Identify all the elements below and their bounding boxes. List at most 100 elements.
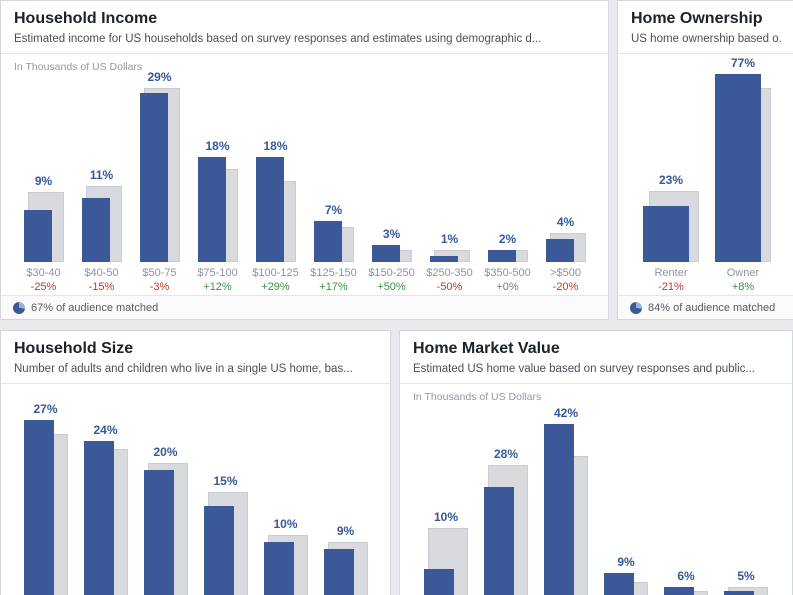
change-label: -15%: [88, 281, 115, 293]
change-label: -3%: [149, 281, 170, 293]
change-label: +29%: [261, 281, 290, 293]
bar-value-label: 4%: [556, 215, 575, 229]
category-label: $125-150: [310, 267, 357, 279]
category-label: >$500: [550, 267, 581, 279]
audience-bar[interactable]: [197, 157, 226, 262]
audience-bar[interactable]: [544, 424, 574, 595]
audience-bar[interactable]: [313, 221, 342, 262]
audience-bar[interactable]: [81, 198, 110, 262]
panel-title: Home Market Value: [413, 340, 560, 357]
change-label: -21%: [658, 281, 684, 293]
bar-value-label: 18%: [263, 139, 288, 153]
change-label: +12%: [203, 281, 232, 293]
chart-category-slot: 10%: [416, 406, 476, 595]
bar-value-label: 15%: [213, 474, 238, 488]
audience-bar[interactable]: [203, 506, 234, 595]
category-label: $150-250: [368, 267, 415, 279]
category-label: Renter: [654, 267, 688, 279]
change-label: +0%: [496, 281, 519, 293]
chart-category-slot: 3% $150-250 +50%: [363, 76, 421, 297]
audience-bar[interactable]: [263, 542, 294, 595]
audience-bar[interactable]: [23, 420, 54, 595]
panel-home-ownership: Home Ownership US home ownership based o…: [617, 0, 793, 320]
audience-matched-footer: 67% of audience matched: [1, 295, 608, 319]
audience-bar[interactable]: [604, 573, 634, 595]
chart-category-slot: 2% $350-500 +0%: [479, 76, 537, 297]
panel-title: Home Ownership: [631, 10, 763, 27]
audience-bar[interactable]: [484, 487, 514, 595]
chart-category-slot: 1% $250-350 -50%: [421, 76, 479, 297]
panel-title: Household Size: [14, 340, 134, 357]
category-label: $75-100: [197, 267, 238, 279]
bar-value-label: 77%: [730, 56, 756, 70]
panel-header: Household Size Number of adults and chil…: [1, 331, 390, 383]
axis-note: In Thousands of US Dollars: [413, 391, 542, 403]
bar-value-label: 18%: [205, 139, 230, 153]
bar-value-label: 11%: [89, 168, 114, 182]
panel-subtitle: Estimated income for US households based…: [14, 33, 542, 45]
bar-value-label: 9%: [617, 555, 635, 569]
panel-household-income: Household Income Estimated income for US…: [0, 0, 609, 320]
bar-value-label: 10%: [273, 517, 298, 531]
audience-matched-footer: 84% of audience matched: [618, 295, 793, 319]
audience-bar[interactable]: [255, 157, 284, 262]
panel-header: Household Income Estimated income for US…: [1, 1, 608, 53]
bar-value-label: 42%: [553, 406, 579, 420]
change-label: +8%: [731, 281, 755, 293]
audience-bar[interactable]: [139, 93, 168, 262]
audience-bar[interactable]: [23, 210, 52, 262]
audience-bar[interactable]: [643, 206, 689, 262]
bar-value-label: 23%: [658, 173, 684, 187]
pie-chart-icon: [13, 301, 25, 314]
audience-bar[interactable]: [715, 74, 761, 262]
chart-category-slot: 15%: [196, 384, 256, 595]
category-label: Owner: [726, 267, 760, 279]
panel-subtitle: Estimated US home value based on survey …: [413, 363, 755, 375]
audience-bar[interactable]: [323, 549, 354, 595]
audience-bar[interactable]: [664, 587, 694, 595]
bar-value-label: 2%: [498, 232, 517, 246]
audience-bar[interactable]: [424, 569, 454, 595]
bar-chart-household-size: 27% 24% 20% 15% 10% 9%: [1, 384, 390, 595]
chart-category-slot: 9% $30-40 -25%: [15, 76, 73, 297]
chart-category-slot: 5%: [716, 406, 776, 595]
chart-category-slot: 77% Owner +8%: [707, 54, 779, 297]
chart-category-slot: 9%: [596, 406, 656, 595]
chart-category-slot: 42%: [536, 406, 596, 595]
audience-bar[interactable]: [429, 256, 458, 262]
change-label: -20%: [552, 281, 579, 293]
chart-category-slot: 7% $125-150 +17%: [305, 76, 363, 297]
bar-value-label: 10%: [433, 510, 459, 524]
chart-category-slot: 4% >$500 -20%: [537, 76, 595, 297]
audience-bar[interactable]: [371, 245, 400, 262]
category-label: $30-40: [26, 267, 61, 279]
panel-home-market-value: Home Market Value Estimated US home valu…: [399, 330, 793, 595]
chart-box: 27% 24% 20% 15% 10% 9%: [1, 383, 390, 595]
audience-bar[interactable]: [545, 239, 574, 262]
chart-box: 23% Renter -21% 77% Owner +8%: [618, 53, 793, 297]
chart-category-slot: 20%: [136, 384, 196, 595]
chart-category-slot: 27%: [16, 384, 76, 595]
audience-bar[interactable]: [724, 591, 754, 595]
chart-category-slot: 9%: [316, 384, 376, 595]
bar-value-label: 27%: [33, 402, 58, 416]
footer-text: 67% of audience matched: [31, 301, 159, 314]
category-label: $50-75: [142, 267, 177, 279]
chart-category-slot: 18% $100-125 +29%: [247, 76, 305, 297]
bar-value-label: 5%: [737, 569, 755, 583]
panel-subtitle: Number of adults and children who live i…: [14, 363, 353, 375]
chart-category-slot: 10%: [256, 384, 316, 595]
panel-header: Home Ownership US home ownership based o…: [618, 1, 793, 53]
audience-bar[interactable]: [487, 250, 516, 262]
audience-bar[interactable]: [83, 441, 114, 595]
chart-category-slot: 18% $75-100 +12%: [189, 76, 247, 297]
audience-bar[interactable]: [143, 470, 174, 595]
bar-value-label: 9%: [34, 174, 53, 188]
chart-category-slot: 23% Renter -21%: [635, 54, 707, 297]
chart-category-slot: 28%: [476, 406, 536, 595]
chart-box: In Thousands of US Dollars 9% $30-40 -25% 1…: [1, 53, 608, 297]
bar-chart-home-market-value: 10% 28% 42% 9% 6% 5%: [400, 406, 792, 595]
bar-value-label: 24%: [93, 423, 118, 437]
bar-value-label: 28%: [493, 447, 519, 461]
